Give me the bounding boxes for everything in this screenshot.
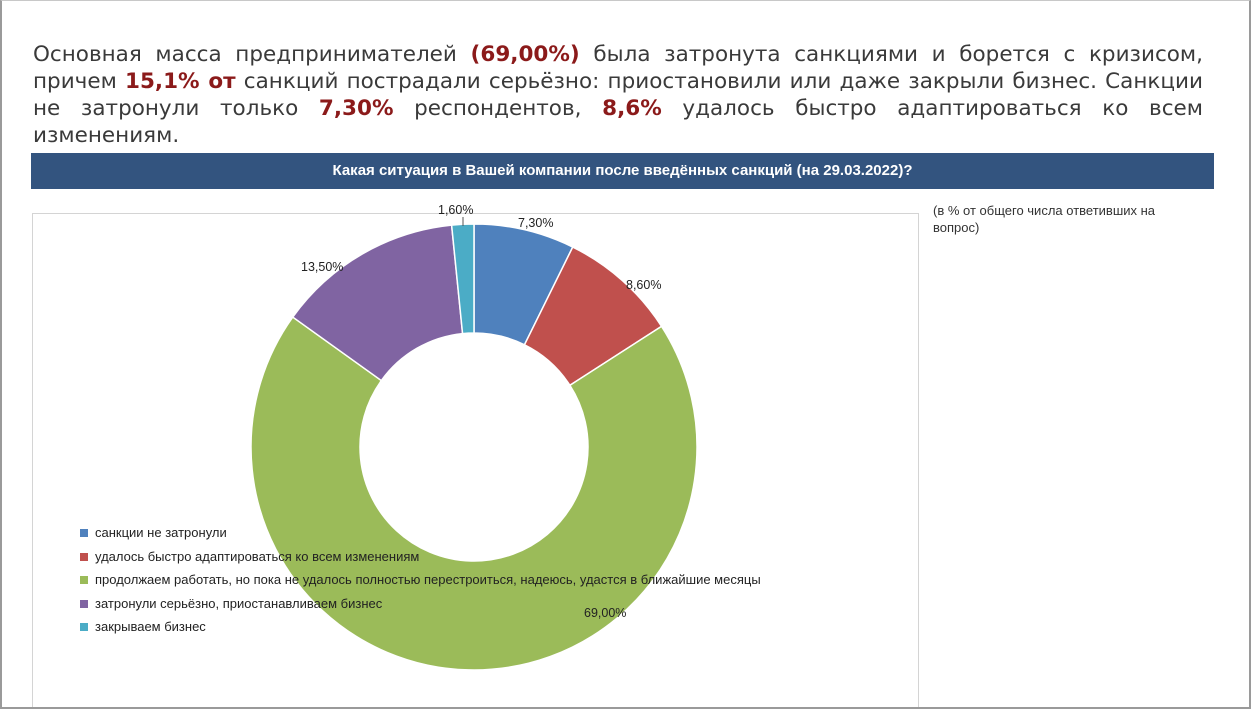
donut-slice-3 xyxy=(250,316,698,671)
intro-text-3: санкций пострадали серьёзно: приостанови… xyxy=(33,69,1203,121)
legend-swatch xyxy=(80,529,88,537)
intro-text-1: Основная масса предпринимателей xyxy=(33,42,471,67)
legend-swatch xyxy=(80,623,88,631)
intro-highlight-4: 8,6% xyxy=(602,96,662,121)
intro-text-5: удалось быстро адаптироваться ко всем из… xyxy=(33,96,1203,148)
data-label-1: 7,30% xyxy=(518,216,553,230)
legend-label: продолжаем работать, но пока не удалось … xyxy=(95,572,761,587)
legend-item-1: санкции не затронули xyxy=(80,525,761,549)
legend-item-2: удалось быстро адаптироваться ко всем из… xyxy=(80,549,761,573)
legend-label: закрываем бизнес xyxy=(95,619,206,634)
legend-swatch xyxy=(80,576,88,584)
legend-swatch xyxy=(80,599,88,608)
legend-swatch xyxy=(80,552,88,561)
donut-slice-5 xyxy=(450,223,475,335)
data-label-4: 13,50% xyxy=(301,260,343,274)
donut-slice-4 xyxy=(291,224,464,382)
chart-note: (в % от общего числа ответивших на вопро… xyxy=(933,203,1156,235)
legend-label: удалось быстро адаптироваться ко всем из… xyxy=(95,548,420,564)
intro-highlight-3: 7,30% xyxy=(318,96,394,121)
intro-text-4: респондентов, xyxy=(393,96,603,121)
data-label-2: 8,60% xyxy=(626,278,661,292)
intro-highlight-1: (69,00%) xyxy=(470,42,580,67)
legend-item-3: продолжаем работать, но пока не удалось … xyxy=(80,572,761,596)
intro-paragraph: Основная масса предпринимателей (69,00%)… xyxy=(33,41,1203,149)
legend-item-4: затронули серьёзно, приостанавливаем биз… xyxy=(80,596,761,620)
data-label-3: 69,00% xyxy=(584,606,626,620)
chart-legend: санкции не затронули удалось быстро адапт… xyxy=(80,525,761,643)
legend-item-5: закрываем бизнес xyxy=(80,619,761,643)
chart-title: Какая ситуация в Вашей компании после вв… xyxy=(31,153,1214,189)
legend-label: затронули серьёзно, приостанавливаем биз… xyxy=(95,595,383,611)
data-label-5: 1,60% xyxy=(438,203,473,217)
intro-highlight-2: 15,1% от xyxy=(125,69,236,94)
legend-label: санкции не затронули xyxy=(95,525,227,540)
intro-text-2: была затронута санкциями и борется с кри… xyxy=(33,42,1203,94)
